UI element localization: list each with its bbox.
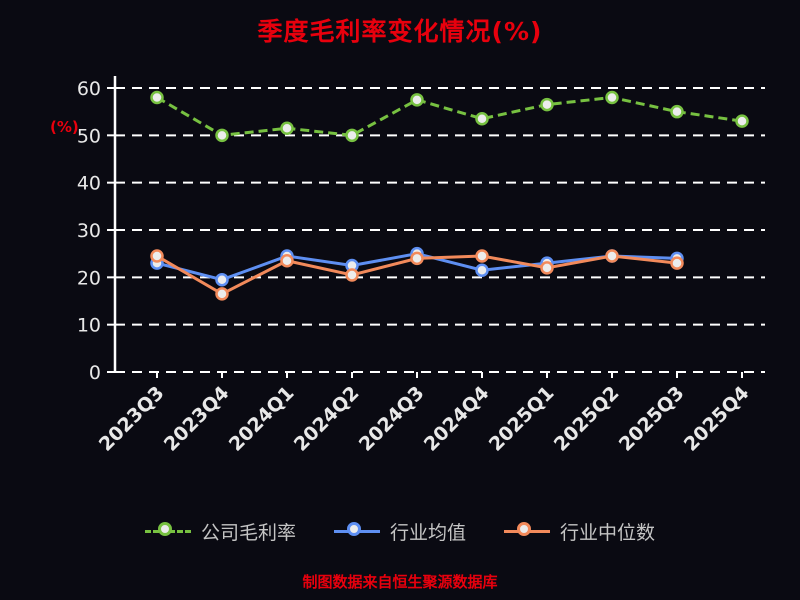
- x-tick-label: 2023Q3: [95, 382, 169, 456]
- y-tick-label: 30: [77, 220, 101, 242]
- data-point-marker: [605, 249, 619, 263]
- legend-label: 公司毛利率: [200, 522, 296, 544]
- data-point-marker: [410, 251, 424, 266]
- chart-title: 季度毛利率变化情况(%): [257, 17, 543, 46]
- data-point-marker: [150, 249, 164, 263]
- y-tick-label: 40: [77, 173, 101, 195]
- y-axis-title: (%): [50, 118, 79, 136]
- legend-item-0[interactable]: 公司毛利率: [144, 518, 296, 545]
- data-point-marker: [215, 128, 229, 143]
- y-tick-label: 60: [77, 78, 101, 100]
- data-point-marker: [280, 254, 294, 268]
- data-point-marker: [475, 249, 489, 263]
- data-point-marker: [150, 90, 164, 105]
- y-tick-label: 20: [77, 267, 101, 289]
- chart-legend: 公司毛利率 行业均值 行业中位数: [0, 518, 800, 545]
- legend-marker-icon: [144, 520, 191, 544]
- y-tick-label: 50: [77, 125, 101, 147]
- data-source-note: 制图数据来自恒生聚源数据库: [302, 573, 498, 591]
- data-point-marker: [215, 287, 229, 301]
- data-point-marker: [540, 261, 554, 275]
- data-point-marker: [280, 121, 294, 135]
- data-point-marker: [345, 128, 359, 143]
- x-tick-label: 2025Q4: [680, 382, 754, 456]
- y-tick-label: 10: [77, 315, 101, 337]
- legend-marker-icon: [333, 520, 380, 544]
- data-point-marker: [735, 114, 749, 128]
- legend-marker-icon: [504, 520, 550, 544]
- data-point-marker: [215, 272, 229, 287]
- x-tick-label: 2025Q2: [550, 382, 624, 456]
- x-tick-label: 2025Q1: [485, 382, 559, 456]
- x-tick-label: 2024Q4: [420, 382, 494, 456]
- y-tick-label: 0: [89, 362, 101, 384]
- data-point-marker: [540, 97, 554, 112]
- x-tick-label: 2024Q3: [355, 382, 429, 456]
- data-point-marker: [605, 90, 619, 105]
- legend-label: 行业均值: [389, 522, 466, 544]
- legend-item-1[interactable]: 行业均值: [333, 518, 466, 545]
- data-point-marker: [475, 112, 489, 126]
- data-point-marker: [670, 104, 684, 119]
- legend-label: 行业中位数: [560, 522, 656, 544]
- legend-item-2[interactable]: 行业中位数: [504, 518, 655, 545]
- x-tick-label: 2025Q3: [615, 382, 689, 456]
- x-axis-labels: 2023Q32023Q42024Q12024Q22024Q32024Q42025…: [95, 372, 754, 456]
- x-tick-label: 2024Q2: [290, 382, 364, 456]
- x-tick-label: 2023Q4: [160, 382, 234, 456]
- data-point-marker: [670, 256, 684, 270]
- series-line-2: [150, 249, 684, 301]
- data-point-marker: [475, 263, 489, 277]
- series-line-0: [150, 90, 749, 143]
- x-tick-label: 2024Q1: [225, 382, 299, 456]
- gridlines: 0 10 20 30 40 50 60: [77, 78, 765, 384]
- data-point-marker: [345, 268, 359, 282]
- data-point-marker: [410, 93, 424, 107]
